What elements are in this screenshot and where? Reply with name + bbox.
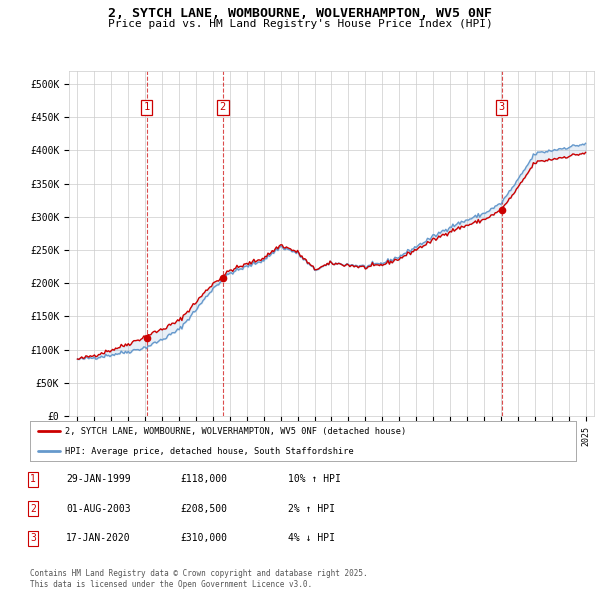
Text: £118,000: £118,000 <box>180 474 227 484</box>
Text: 1: 1 <box>143 102 149 112</box>
Text: 1: 1 <box>30 474 36 484</box>
Text: 3: 3 <box>30 533 36 543</box>
Text: £208,500: £208,500 <box>180 504 227 513</box>
Text: Price paid vs. HM Land Registry's House Price Index (HPI): Price paid vs. HM Land Registry's House … <box>107 19 493 29</box>
Text: 4% ↓ HPI: 4% ↓ HPI <box>288 533 335 543</box>
Text: HPI: Average price, detached house, South Staffordshire: HPI: Average price, detached house, Sout… <box>65 447 354 456</box>
Text: £310,000: £310,000 <box>180 533 227 543</box>
Text: 10% ↑ HPI: 10% ↑ HPI <box>288 474 341 484</box>
Text: 01-AUG-2003: 01-AUG-2003 <box>66 504 131 513</box>
Text: 29-JAN-1999: 29-JAN-1999 <box>66 474 131 484</box>
Text: 2, SYTCH LANE, WOMBOURNE, WOLVERHAMPTON, WV5 0NF: 2, SYTCH LANE, WOMBOURNE, WOLVERHAMPTON,… <box>108 7 492 20</box>
Text: 2: 2 <box>30 504 36 513</box>
Text: 2, SYTCH LANE, WOMBOURNE, WOLVERHAMPTON, WV5 0NF (detached house): 2, SYTCH LANE, WOMBOURNE, WOLVERHAMPTON,… <box>65 427 407 436</box>
Text: 2% ↑ HPI: 2% ↑ HPI <box>288 504 335 513</box>
Text: Contains HM Land Registry data © Crown copyright and database right 2025.
This d: Contains HM Land Registry data © Crown c… <box>30 569 368 589</box>
Text: 17-JAN-2020: 17-JAN-2020 <box>66 533 131 543</box>
Text: 2: 2 <box>220 102 226 112</box>
Text: 3: 3 <box>499 102 505 112</box>
